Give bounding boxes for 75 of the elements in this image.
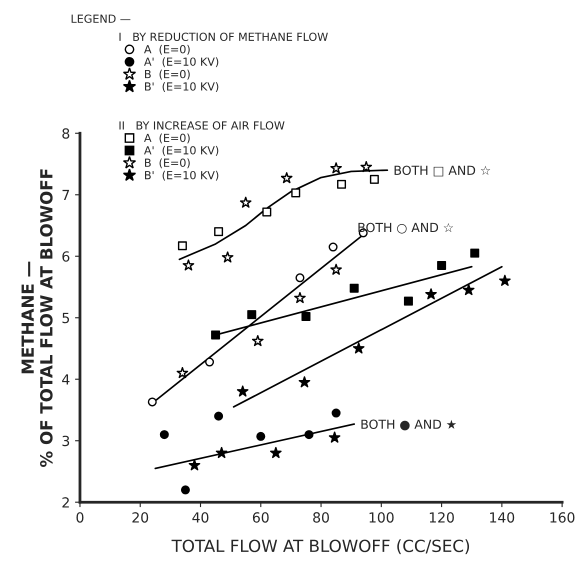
point bbox=[301, 312, 310, 322]
point bbox=[370, 174, 379, 184]
text: II BY INCREASE OF AIR FLOW bbox=[119, 121, 285, 130]
x-tick-label: 20 bbox=[132, 512, 148, 523]
x-tick-label: 100 bbox=[370, 512, 394, 523]
text: I BY REDUCTION OF METHANE FLOW bbox=[119, 32, 328, 42]
y-tick-label: 8 bbox=[62, 128, 70, 139]
point bbox=[437, 260, 446, 270]
point bbox=[188, 459, 200, 470]
point bbox=[328, 242, 338, 252]
point bbox=[330, 162, 342, 174]
x-tick-label: 80 bbox=[313, 512, 329, 523]
point bbox=[178, 241, 187, 250]
point bbox=[425, 288, 437, 300]
legend-label: B' (E=10 KV) bbox=[145, 170, 218, 181]
point bbox=[256, 432, 266, 441]
legend-label: A' (E=10 KV) bbox=[144, 57, 218, 68]
point bbox=[148, 397, 157, 406]
point bbox=[360, 161, 372, 172]
x-tick-label: 120 bbox=[430, 512, 454, 523]
point bbox=[176, 367, 188, 378]
point bbox=[270, 446, 282, 458]
point bbox=[337, 180, 346, 189]
legend-label: A' (E=10 KV) bbox=[144, 146, 218, 156]
point bbox=[160, 430, 169, 440]
point bbox=[182, 259, 194, 271]
point bbox=[205, 358, 214, 367]
annotation: BOTH ○ AND ☆ bbox=[358, 222, 454, 234]
point bbox=[462, 284, 475, 296]
point bbox=[240, 196, 252, 208]
x-tick-label: 160 bbox=[550, 512, 574, 523]
point bbox=[350, 284, 359, 293]
point bbox=[236, 385, 249, 397]
point bbox=[298, 376, 310, 388]
point bbox=[222, 251, 234, 263]
point bbox=[330, 264, 342, 275]
point bbox=[211, 330, 220, 340]
y-tick-label: 4 bbox=[62, 374, 70, 385]
x-tick-label: 40 bbox=[192, 512, 208, 523]
x-axis-title: TOTAL FLOW AT BLOWOFF (CC/SEC) bbox=[172, 539, 470, 554]
point bbox=[328, 432, 340, 443]
point bbox=[291, 188, 300, 198]
point bbox=[352, 342, 365, 354]
annotation: BOTH ● AND ★ bbox=[361, 420, 456, 430]
y-tick-label: 7 bbox=[62, 190, 70, 200]
point bbox=[247, 310, 256, 320]
x-tick-label: 60 bbox=[252, 512, 269, 523]
legend-label: A (E=0) bbox=[144, 134, 190, 144]
point bbox=[470, 248, 480, 258]
text: B (E=0) bbox=[145, 70, 190, 80]
point bbox=[214, 227, 224, 236]
x-tick-label: 0 bbox=[76, 512, 84, 523]
point bbox=[304, 430, 314, 440]
point bbox=[180, 485, 190, 494]
y-axis-title: METHANE — % OF TOTAL FLOW AT BLOWOFF bbox=[22, 169, 53, 467]
point bbox=[404, 296, 413, 306]
point bbox=[294, 292, 306, 304]
annotation: BOTH □ AND ☆ bbox=[394, 166, 490, 176]
y-tick-label: 6 bbox=[62, 251, 70, 262]
point bbox=[499, 274, 511, 286]
legend-label: A (E=0) bbox=[144, 44, 190, 55]
point bbox=[216, 446, 228, 458]
point bbox=[280, 172, 293, 184]
text: LEGEND — bbox=[72, 14, 130, 23]
y-tick-label: 3 bbox=[62, 436, 70, 446]
point bbox=[332, 408, 341, 418]
point bbox=[252, 335, 264, 346]
y-tick-label: 2 bbox=[62, 497, 69, 508]
text: B' (E=10 KV) bbox=[145, 82, 218, 92]
point bbox=[295, 273, 304, 282]
x-tick-label: 140 bbox=[490, 512, 514, 523]
point bbox=[214, 412, 224, 421]
y-tick-label: 5 bbox=[62, 312, 70, 324]
point bbox=[262, 207, 272, 216]
legend-label: B (E=0) bbox=[145, 158, 190, 168]
